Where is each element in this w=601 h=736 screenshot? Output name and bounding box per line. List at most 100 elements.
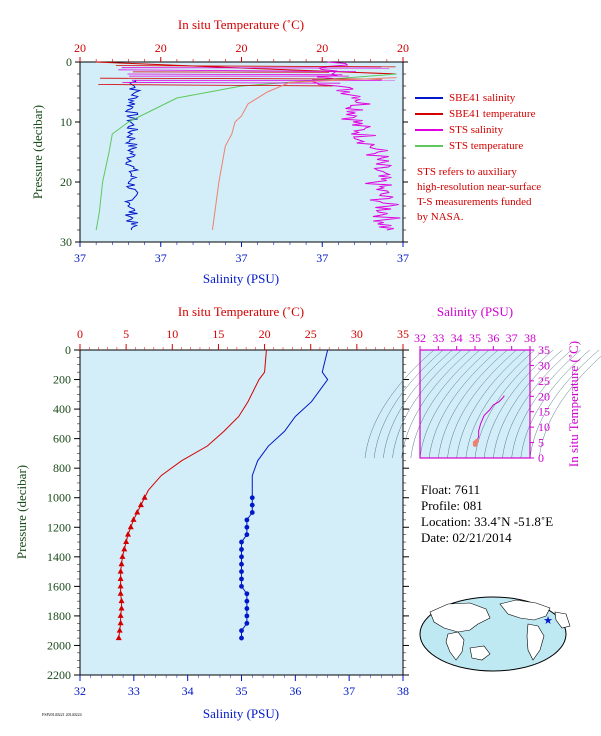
top-series-group bbox=[95, 61, 401, 231]
ts-density-contour bbox=[438, 349, 508, 459]
top-y-tick-label: 30 bbox=[60, 235, 72, 249]
ts-x-top-tick-label: 32 bbox=[414, 331, 426, 345]
land-europe bbox=[554, 611, 571, 629]
main-temperature-marker bbox=[117, 612, 124, 618]
main-x-top-tick-label: 5 bbox=[123, 327, 129, 341]
legend-label: SBE41 temperature bbox=[449, 108, 536, 120]
date: Date: 02/21/2014 bbox=[421, 530, 512, 545]
ts-density-contour bbox=[538, 355, 601, 459]
main-temperature-marker bbox=[121, 545, 128, 552]
top-x-bottom-tick-label: 37 bbox=[236, 251, 248, 265]
main-x-bottom-tick-label: 33 bbox=[128, 684, 140, 698]
main-x-top-tick-label: 10 bbox=[166, 327, 178, 341]
main-y-tick-label: 200 bbox=[53, 373, 71, 387]
world-map: ★ bbox=[419, 596, 571, 672]
main-temperature-marker bbox=[118, 597, 125, 604]
main-salinity-marker bbox=[249, 510, 255, 515]
ts-y-right-tick-label: 15 bbox=[538, 405, 550, 419]
main-salinity-marker bbox=[244, 620, 250, 626]
main-series-group bbox=[115, 349, 329, 641]
ts-x-top-tick-label: 35 bbox=[469, 331, 481, 345]
top-series-sts-temperature bbox=[95, 73, 397, 231]
ts-y-right-tick-label: 30 bbox=[538, 358, 550, 372]
main-salinity-marker bbox=[239, 539, 244, 545]
ts-y-right-tick-label: 0 bbox=[538, 451, 544, 465]
main-temperature-marker bbox=[116, 627, 123, 633]
float-info: Float: 7611 Profile: 081 Location: 33.4˚… bbox=[421, 482, 553, 546]
main-y-tick-label: 1800 bbox=[47, 609, 71, 623]
top-series-sts-salinity bbox=[311, 61, 401, 231]
top-surface-trace bbox=[100, 77, 383, 80]
top-chart: 0 10 20 30 20 20 20 20 20 37 37 37 37 37 In situ Temp… bbox=[30, 17, 409, 286]
main-y-label: Pressure (decibar) bbox=[14, 465, 29, 559]
main-x-bottom-tick-label: 38 bbox=[397, 684, 409, 698]
top-x-top-tick-label: 20 bbox=[236, 41, 248, 55]
ts-y-right-tick-label: 5 bbox=[538, 436, 544, 450]
ts-density-contour bbox=[419, 349, 490, 459]
main-temperature-marker bbox=[115, 634, 122, 641]
top-y-tick-label: 0 bbox=[66, 55, 72, 69]
main-salinity-marker bbox=[249, 495, 255, 501]
main-plot-area bbox=[79, 349, 404, 676]
main-temperature-marker bbox=[137, 501, 144, 508]
top-x-bottom-tick-label: 37 bbox=[316, 251, 328, 265]
legend-item-sbe41-temperature: SBE41 temperature bbox=[415, 106, 535, 122]
main-temperature-marker bbox=[119, 553, 126, 559]
main-x-bottom-label: Salinity (PSU) bbox=[203, 706, 279, 721]
main-salinity-marker bbox=[244, 517, 250, 523]
ts-density-contour bbox=[511, 349, 581, 459]
ts-density-contour bbox=[364, 349, 435, 459]
ts-density-contour bbox=[447, 349, 517, 459]
ts-density-contour bbox=[428, 349, 499, 459]
land-north-america bbox=[499, 599, 551, 621]
legend-label: STS salinity bbox=[449, 124, 504, 136]
main-salinity-marker bbox=[239, 554, 244, 560]
ts-density-contour bbox=[401, 349, 471, 459]
main-salinity-marker bbox=[244, 532, 250, 538]
top-x-top-tick-label: 20 bbox=[155, 41, 167, 55]
main-x-top-tick-label: 25 bbox=[305, 327, 317, 341]
legend-label: STS temperature bbox=[449, 140, 524, 152]
top-x-top-tick-label: 20 bbox=[316, 41, 328, 55]
ts-density-contour bbox=[520, 349, 590, 459]
main-salinity-marker bbox=[239, 547, 244, 552]
sts-note: STS refers to auxiliary high-resolution … bbox=[417, 165, 597, 225]
footer-code: FSP20140221 20140224 bbox=[42, 712, 82, 717]
main-temperature-marker bbox=[117, 568, 124, 574]
top-x-bottom-tick-label: 37 bbox=[397, 251, 409, 265]
main-x-bottom-tick-label: 35 bbox=[236, 684, 248, 698]
main-temperature-marker bbox=[123, 538, 130, 545]
main-x-bottom-tick-label: 32 bbox=[74, 684, 86, 698]
main-y-tick-label: 800 bbox=[53, 461, 71, 475]
legend-swatch bbox=[415, 145, 443, 147]
main-temperature-marker bbox=[117, 619, 124, 626]
location: Location: 33.4˚N -51.8˚E bbox=[421, 514, 554, 529]
ts-y-right-tick-label: 20 bbox=[538, 389, 550, 403]
top-x-top-label: In situ Temperature (˚C) bbox=[178, 17, 304, 32]
main-temperature-marker bbox=[118, 605, 125, 611]
ts-density-contour bbox=[529, 349, 600, 459]
main-temperature-marker bbox=[130, 516, 137, 522]
legend-label: SBE41 salinity bbox=[449, 92, 516, 104]
ts-x-top-label: Salinity (PSU) bbox=[437, 304, 513, 319]
float-id: Float: 7611 bbox=[421, 482, 481, 497]
main-axes: 0200400600800100012001400160018002000220… bbox=[47, 327, 409, 698]
main-salinity-marker bbox=[239, 628, 244, 634]
ts-y-right-tick-label: 35 bbox=[538, 343, 550, 357]
top-y-tick-label: 20 bbox=[60, 175, 72, 189]
ts-y-right-tick-label: 10 bbox=[538, 420, 550, 434]
main-salinity-marker bbox=[244, 613, 250, 619]
ts-density-contour bbox=[373, 349, 444, 459]
top-y-label: Pressure (decibar) bbox=[30, 105, 45, 199]
main-y-tick-label: 0 bbox=[65, 343, 71, 357]
top-series-sbe-temperature-trace bbox=[211, 77, 397, 231]
top-surface-trace bbox=[98, 84, 333, 87]
land-australia bbox=[469, 645, 491, 661]
main-temperature-marker bbox=[124, 531, 131, 537]
legend-swatch bbox=[415, 97, 443, 99]
ts-y-right-label: In situ Temperature (˚C) bbox=[566, 341, 581, 467]
top-surface-trace bbox=[118, 69, 356, 72]
